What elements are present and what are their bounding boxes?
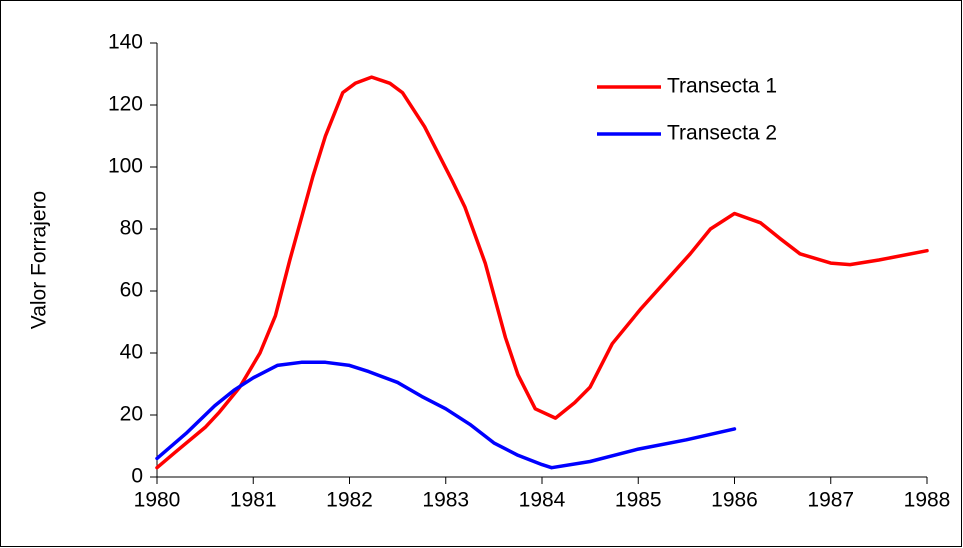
y-tick-label: 40 bbox=[120, 341, 143, 364]
x-tick-label: 1988 bbox=[904, 489, 951, 512]
x-tick-label: 1983 bbox=[422, 489, 469, 512]
y-axis-label: Valor Forrajero bbox=[28, 191, 51, 330]
y-tick-label: 120 bbox=[108, 93, 143, 116]
y-tick-label: 140 bbox=[108, 31, 143, 54]
legend-label: Transecta 2 bbox=[667, 122, 777, 145]
line-series bbox=[155, 75, 929, 470]
y-tick-label: 80 bbox=[120, 217, 143, 240]
y-tick-label: 0 bbox=[131, 465, 143, 488]
y-tick-label: 20 bbox=[120, 403, 143, 426]
x-tick-label: 1981 bbox=[230, 489, 277, 512]
line-series bbox=[155, 360, 737, 470]
x-tick-label: 1982 bbox=[326, 489, 373, 512]
y-tick-label: 100 bbox=[108, 155, 143, 178]
legend-label: Transecta 1 bbox=[667, 75, 777, 98]
x-tick-label: 1986 bbox=[711, 489, 758, 512]
x-tick-label: 1985 bbox=[615, 489, 662, 512]
y-tick-label: 60 bbox=[120, 279, 143, 302]
x-tick-label: 1984 bbox=[519, 489, 566, 512]
x-tick-label: 1980 bbox=[134, 489, 181, 512]
x-tick-label: 1987 bbox=[807, 489, 854, 512]
